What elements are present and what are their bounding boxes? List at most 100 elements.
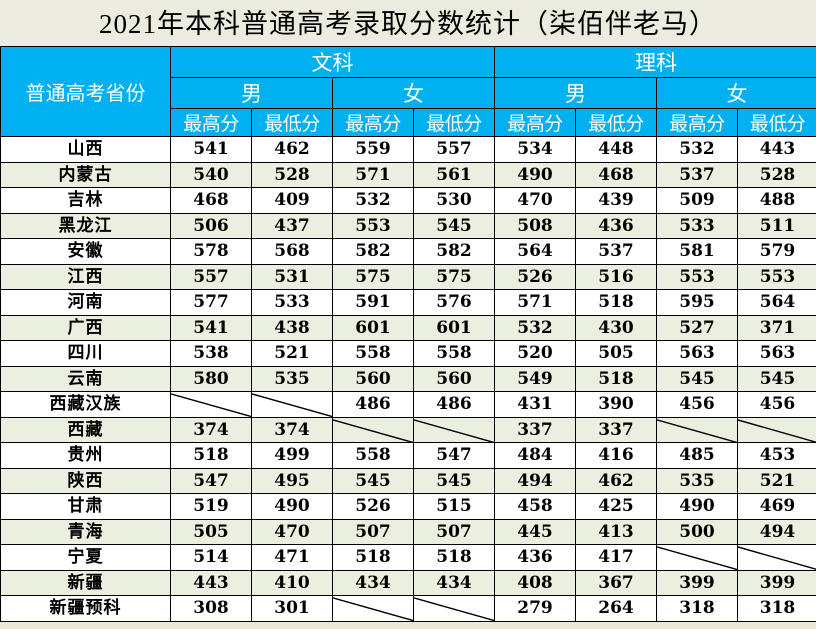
score-cell[interactable]: 582 [332, 238, 414, 265]
province-cell[interactable]: 吉林 [0, 187, 171, 214]
score-cell[interactable]: 545 [413, 467, 495, 494]
score-cell[interactable]: 417 [575, 544, 657, 571]
score-cell[interactable]: 519 [170, 493, 252, 520]
score-cell[interactable]: 434 [332, 569, 414, 596]
score-cell[interactable]: 547 [413, 442, 495, 469]
empty-slash-cell[interactable] [251, 391, 333, 418]
score-cell[interactable]: 527 [656, 314, 738, 341]
score-cell[interactable]: 437 [251, 212, 333, 239]
score-cell[interactable]: 576 [413, 289, 495, 316]
score-cell[interactable]: 557 [170, 263, 252, 290]
score-cell[interactable]: 490 [494, 161, 576, 188]
score-cell[interactable]: 534 [494, 136, 576, 163]
score-cell[interactable]: 490 [656, 493, 738, 520]
province-cell[interactable]: 新疆 [0, 569, 171, 596]
score-cell[interactable]: 471 [251, 544, 333, 571]
score-cell[interactable]: 560 [413, 365, 495, 392]
province-cell[interactable]: 四川 [0, 340, 171, 367]
score-cell[interactable]: 575 [413, 263, 495, 290]
empty-slash-cell[interactable] [332, 416, 414, 443]
score-cell[interactable]: 533 [656, 212, 738, 239]
score-cell[interactable]: 425 [575, 493, 657, 520]
score-cell[interactable]: 371 [737, 314, 816, 341]
score-cell[interactable]: 469 [737, 493, 816, 520]
score-cell[interactable]: 410 [251, 569, 333, 596]
score-cell[interactable]: 456 [656, 391, 738, 418]
score-cell[interactable]: 564 [737, 289, 816, 316]
province-cell[interactable]: 贵州 [0, 442, 171, 469]
province-cell[interactable]: 云南 [0, 365, 171, 392]
score-cell[interactable]: 390 [575, 391, 657, 418]
score-cell[interactable]: 511 [737, 212, 816, 239]
score-cell[interactable]: 484 [494, 442, 576, 469]
score-cell[interactable]: 531 [251, 263, 333, 290]
score-cell[interactable]: 595 [656, 289, 738, 316]
province-cell[interactable]: 广西 [0, 314, 171, 341]
score-cell[interactable]: 582 [413, 238, 495, 265]
score-cell[interactable]: 431 [494, 391, 576, 418]
score-cell[interactable]: 538 [170, 340, 252, 367]
score-cell[interactable]: 374 [170, 416, 252, 443]
score-cell[interactable]: 499 [251, 442, 333, 469]
score-cell[interactable]: 495 [251, 467, 333, 494]
score-cell[interactable]: 494 [494, 467, 576, 494]
province-cell[interactable]: 陕西 [0, 467, 171, 494]
score-cell[interactable]: 559 [332, 136, 414, 163]
score-cell[interactable]: 374 [251, 416, 333, 443]
score-cell[interactable]: 518 [575, 289, 657, 316]
score-cell[interactable]: 436 [494, 544, 576, 571]
score-cell[interactable]: 533 [251, 289, 333, 316]
score-cell[interactable]: 518 [170, 442, 252, 469]
score-cell[interactable]: 553 [332, 212, 414, 239]
score-cell[interactable]: 507 [413, 518, 495, 545]
score-cell[interactable]: 514 [170, 544, 252, 571]
score-cell[interactable]: 535 [251, 365, 333, 392]
score-cell[interactable]: 571 [332, 161, 414, 188]
score-cell[interactable]: 337 [575, 416, 657, 443]
score-cell[interactable]: 532 [656, 136, 738, 163]
score-cell[interactable]: 458 [494, 493, 576, 520]
province-cell[interactable]: 山西 [0, 136, 171, 163]
score-cell[interactable]: 558 [332, 340, 414, 367]
province-cell[interactable]: 甘肃 [0, 493, 171, 520]
score-cell[interactable]: 434 [413, 569, 495, 596]
score-cell[interactable]: 470 [494, 187, 576, 214]
score-cell[interactable]: 545 [737, 365, 816, 392]
score-cell[interactable]: 563 [656, 340, 738, 367]
score-cell[interactable]: 508 [494, 212, 576, 239]
empty-slash-cell[interactable] [656, 416, 738, 443]
score-cell[interactable]: 439 [575, 187, 657, 214]
score-cell[interactable]: 507 [332, 518, 414, 545]
province-cell[interactable]: 河南 [0, 289, 171, 316]
score-cell[interactable]: 526 [494, 263, 576, 290]
province-cell[interactable]: 江西 [0, 263, 171, 290]
score-cell[interactable]: 456 [737, 391, 816, 418]
score-cell[interactable]: 526 [332, 493, 414, 520]
empty-slash-cell[interactable] [656, 544, 738, 571]
score-cell[interactable]: 264 [575, 595, 657, 622]
empty-slash-cell[interactable] [737, 544, 816, 571]
score-cell[interactable]: 308 [170, 595, 252, 622]
score-cell[interactable]: 547 [170, 467, 252, 494]
score-cell[interactable]: 553 [737, 263, 816, 290]
score-cell[interactable]: 521 [251, 340, 333, 367]
score-cell[interactable]: 537 [656, 161, 738, 188]
score-cell[interactable]: 488 [737, 187, 816, 214]
score-cell[interactable]: 408 [494, 569, 576, 596]
score-cell[interactable]: 486 [413, 391, 495, 418]
empty-slash-cell[interactable] [413, 595, 495, 622]
empty-slash-cell[interactable] [170, 391, 252, 418]
score-cell[interactable]: 436 [575, 212, 657, 239]
score-cell[interactable]: 443 [737, 136, 816, 163]
score-cell[interactable]: 575 [332, 263, 414, 290]
score-cell[interactable]: 438 [251, 314, 333, 341]
score-cell[interactable]: 509 [656, 187, 738, 214]
score-cell[interactable]: 453 [737, 442, 816, 469]
score-cell[interactable]: 448 [575, 136, 657, 163]
score-cell[interactable]: 399 [656, 569, 738, 596]
score-cell[interactable]: 413 [575, 518, 657, 545]
score-cell[interactable]: 301 [251, 595, 333, 622]
score-cell[interactable]: 470 [251, 518, 333, 545]
province-cell[interactable]: 西藏汉族 [0, 391, 171, 418]
score-cell[interactable]: 571 [494, 289, 576, 316]
